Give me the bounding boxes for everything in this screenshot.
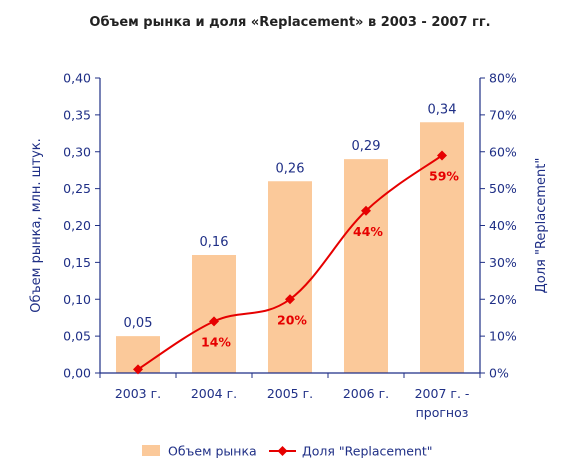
bar-value-label-4: 0,29 bbox=[352, 139, 381, 154]
right-tick-label-4: 40% bbox=[489, 218, 517, 233]
left-tick-label-3: 0,15 bbox=[63, 255, 91, 270]
right-tick-label-3: 30% bbox=[489, 255, 517, 270]
left-tick-label-4: 0,20 bbox=[63, 218, 91, 233]
right-tick-label-2: 20% bbox=[489, 292, 517, 307]
replacement-label-4: 44% bbox=[353, 224, 383, 239]
left-tick-label-8: 0,40 bbox=[63, 71, 91, 86]
left-tick-label-1: 0,05 bbox=[63, 329, 91, 344]
bar-2 bbox=[192, 255, 236, 373]
replacement-point-3 bbox=[285, 294, 295, 305]
right-axis-title: Доля "Replacement" bbox=[534, 158, 549, 294]
left-tick-label-7: 0,35 bbox=[63, 107, 91, 122]
left-tick-label-2: 0,10 bbox=[63, 292, 91, 307]
bar-4 bbox=[344, 159, 388, 373]
bar-value-label-3: 0,26 bbox=[276, 161, 305, 176]
replacement-point-1 bbox=[133, 364, 143, 375]
left-tick-label-0: 0,00 bbox=[63, 366, 91, 381]
chart-title: Объем рынка и доля «Replacement» в 2003 … bbox=[89, 15, 490, 30]
legend-line-marker bbox=[277, 446, 288, 456]
x-tick-label-4: 2006 г. bbox=[343, 386, 389, 401]
replacement-point-5 bbox=[437, 150, 447, 161]
bar-3 bbox=[268, 181, 312, 373]
replacement-label-3: 20% bbox=[277, 312, 307, 327]
right-tick-label-0: 0% bbox=[489, 366, 509, 381]
legend-bar-swatch bbox=[142, 445, 160, 456]
bar-value-label-5: 0,34 bbox=[428, 102, 457, 117]
right-tick-label-8: 80% bbox=[489, 71, 517, 86]
replacement-point-4 bbox=[361, 205, 371, 216]
right-tick-label-1: 10% bbox=[489, 329, 517, 344]
left-tick-label-6: 0,30 bbox=[63, 144, 91, 159]
right-tick-label-5: 50% bbox=[489, 181, 517, 196]
replacement-label-2: 14% bbox=[201, 334, 231, 349]
x-tick-label-3: 2005 г. bbox=[267, 386, 313, 401]
bar-value-label-1: 0,05 bbox=[124, 316, 153, 331]
left-tick-label-5: 0,25 bbox=[63, 181, 91, 196]
legend-bar-label: Объем рынка bbox=[168, 444, 257, 459]
legend: Объем рынка Доля "Replacement" bbox=[142, 444, 433, 459]
x-tick-label-5: 2007 г. - bbox=[415, 386, 470, 401]
legend-line-label: Доля "Replacement" bbox=[302, 444, 433, 459]
bar-value-label-2: 0,16 bbox=[200, 235, 229, 250]
right-tick-label-7: 70% bbox=[489, 107, 517, 122]
replacement-label-5: 59% bbox=[429, 168, 459, 183]
right-tick-label-6: 60% bbox=[489, 144, 517, 159]
plot-area: 0,05 0,16 0,26 0,29 0,34 0,00 0,05 0,10 0,15 0,20… bbox=[29, 71, 549, 421]
x-tick-label-5-line2: прогноз bbox=[416, 405, 469, 420]
x-tick-label-1: 2003 г. bbox=[115, 386, 161, 401]
left-axis-title: Объем рынка, млн. штук. bbox=[29, 138, 44, 313]
x-tick-label-2: 2004 г. bbox=[191, 386, 237, 401]
replacement-point-2 bbox=[209, 316, 219, 327]
